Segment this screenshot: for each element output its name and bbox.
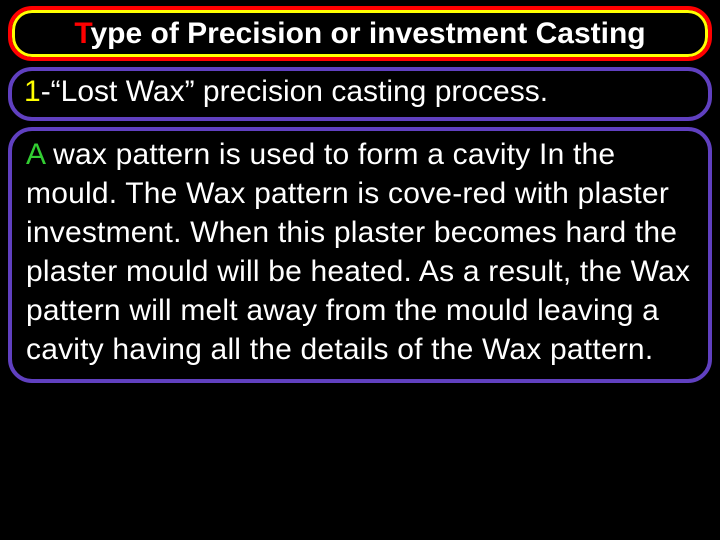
subtitle-text: 1-“Lost Wax” precision casting process.: [24, 73, 696, 111]
subtitle-box: 1-“Lost Wax” precision casting process.: [8, 67, 712, 121]
subtitle-rest: -“Lost Wax” precision casting process.: [41, 75, 548, 108]
subtitle-accent: 1: [24, 75, 41, 108]
body-accent-letter: A: [26, 138, 45, 171]
body-rest: wax pattern is used to form a cavity In …: [26, 138, 690, 366]
title-text: Type of Precision or investment Casting: [24, 14, 696, 53]
body-text: A wax pattern is used to form a cavity I…: [26, 135, 694, 369]
title-accent-letter: T: [74, 17, 90, 50]
body-box: A wax pattern is used to form a cavity I…: [8, 127, 712, 383]
title-rest: ype of Precision or investment Casting: [90, 17, 645, 50]
title-box: Type of Precision or investment Casting: [8, 6, 712, 61]
